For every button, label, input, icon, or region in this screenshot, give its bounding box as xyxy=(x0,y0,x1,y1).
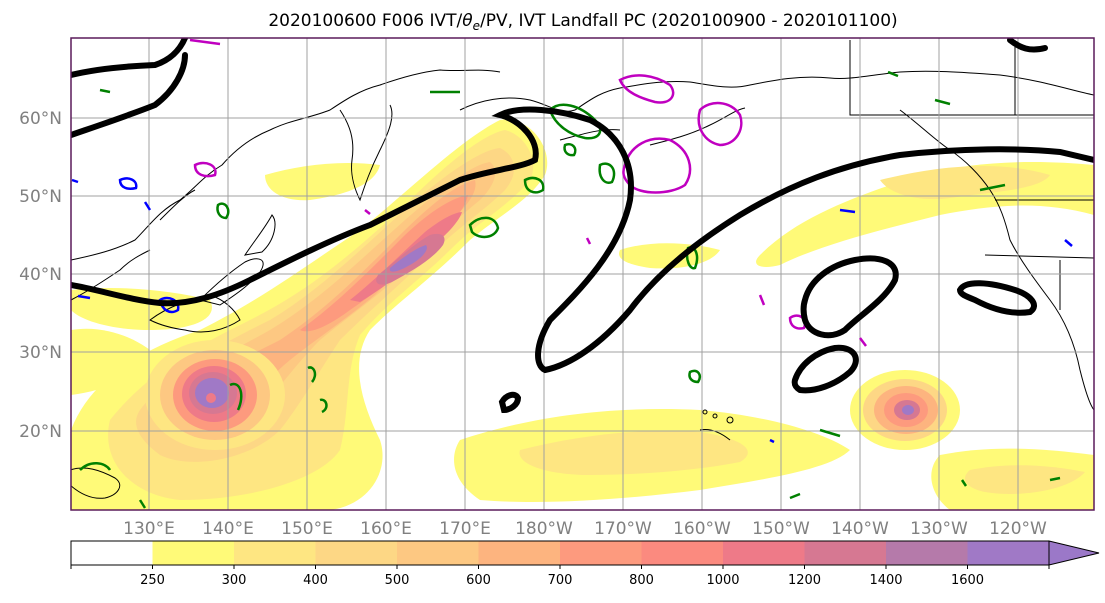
lon-label-180w: 180°W xyxy=(515,519,573,539)
colorbar-tick-label: 700 xyxy=(548,573,573,588)
lon-label-140e: 140°E xyxy=(202,519,254,539)
lon-label-170e: 170°E xyxy=(439,519,491,539)
colorbar-tick-label: 800 xyxy=(629,573,654,588)
colorbar-segment xyxy=(886,541,968,565)
pv-high-contours xyxy=(189,38,867,347)
theta-e-contours xyxy=(71,38,1094,414)
map-panel xyxy=(71,38,1094,510)
colorbar-tick-label: 300 xyxy=(222,573,247,588)
colorbar-tick-label: 1400 xyxy=(869,573,902,588)
lon-label-150e: 150°E xyxy=(281,519,333,539)
latitude-labels: 60°N 50°N 40°N 30°N 20°N xyxy=(19,109,62,442)
colorbar-segment xyxy=(478,541,561,565)
gridlines xyxy=(71,38,1094,510)
island-outlines xyxy=(702,409,734,424)
colorbar-segment xyxy=(641,541,724,565)
ivt-filled-contours xyxy=(71,119,1094,510)
lon-label-160e: 160°E xyxy=(360,519,412,539)
pv-contours xyxy=(71,38,1073,509)
colorbar-segment xyxy=(804,541,887,565)
colorbar-segment xyxy=(315,541,398,565)
lat-label-30n: 30°N xyxy=(19,343,62,363)
lat-label-50n: 50°N xyxy=(19,187,62,207)
lon-label-140w: 140°W xyxy=(831,519,889,539)
colorbar-extend-arrow xyxy=(1048,540,1100,566)
colorbar-tick-label: 1000 xyxy=(706,573,739,588)
colorbar-segment xyxy=(397,541,479,565)
colorbar-tick-label: 500 xyxy=(385,573,410,588)
lon-label-130e: 130°E xyxy=(123,519,175,539)
colorbar-tick-label: 1200 xyxy=(788,573,821,588)
lat-label-20n: 20°N xyxy=(19,422,62,442)
lon-label-130w: 130°W xyxy=(910,519,968,539)
lon-label-120w: 120°W xyxy=(989,519,1047,539)
pv-positive-contours xyxy=(79,70,1061,509)
lon-label-160w: 160°W xyxy=(673,519,731,539)
pv-negative-contours xyxy=(71,177,1073,444)
colorbar-segment xyxy=(234,541,316,565)
lon-label-170w: 170°W xyxy=(594,519,652,539)
lat-label-40n: 40°N xyxy=(19,265,62,285)
colorbar-tick-label: 600 xyxy=(466,573,491,588)
colorbar-tick-label: 1600 xyxy=(951,573,984,588)
lat-label-60n: 60°N xyxy=(19,109,62,129)
colorbar-segment xyxy=(560,541,642,565)
colorbar-segment xyxy=(71,541,153,565)
colorbar-segment xyxy=(152,541,235,565)
colorbar-tick-label: 400 xyxy=(303,573,328,588)
lon-label-150w: 150°W xyxy=(752,519,810,539)
ivt-colorbar: 250 300 400 500 600 700 800 1000 1200 1400 1600 xyxy=(70,540,1100,588)
longitude-labels: 130°E 140°E 150°E 160°E 170°E 180°W 170°… xyxy=(123,519,1047,539)
map-frame xyxy=(70,37,1095,511)
colorbar-segment xyxy=(967,541,1050,565)
figure-title: 2020100600 F006 IVT/θe/PV, IVT Landfall … xyxy=(268,11,897,33)
colorbar-segment xyxy=(723,541,805,565)
colorbar-tick-label: 250 xyxy=(140,573,165,588)
